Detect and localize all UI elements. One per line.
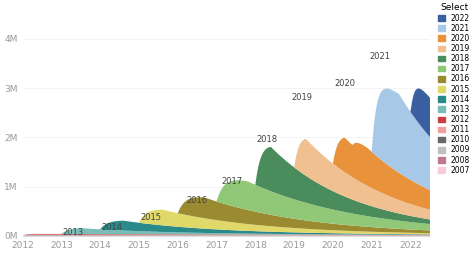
Text: 2019: 2019 — [292, 93, 312, 102]
Text: 2014: 2014 — [101, 223, 122, 232]
Text: 2016: 2016 — [187, 196, 208, 205]
Text: 2021: 2021 — [369, 52, 390, 60]
Text: 2017: 2017 — [221, 177, 243, 186]
Legend: 2022, 2021, 2020, 2019, 2018, 2017, 2016, 2015, 2014, 2013, 2012, 2011, 2010, 20: 2022, 2021, 2020, 2019, 2018, 2017, 2016… — [438, 4, 470, 175]
Text: 2020: 2020 — [334, 79, 355, 88]
Text: 2015: 2015 — [140, 213, 161, 222]
Text: 2013: 2013 — [63, 228, 83, 237]
Text: 2018: 2018 — [256, 135, 278, 144]
